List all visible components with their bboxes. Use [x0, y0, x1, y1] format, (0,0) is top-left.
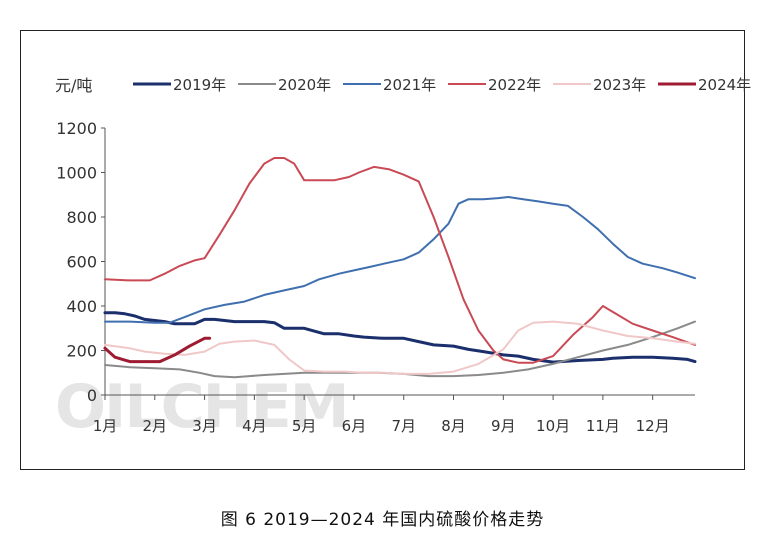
- y-tick-label: 1000: [56, 164, 97, 183]
- series-line-2019年: [103, 311, 697, 364]
- x-tick-label: 7月: [391, 417, 416, 435]
- legend: 2019年 2020年 2021年 2022年 2023年 2024年: [133, 76, 751, 94]
- series-line-2023年: [104, 320, 696, 375]
- legend-label: 2024年: [698, 76, 751, 94]
- x-tick-label: 11月: [586, 417, 620, 435]
- x-tick-label: 1月: [93, 417, 118, 435]
- y-tick-label: 600: [66, 253, 97, 272]
- legend-label: 2021年: [383, 76, 436, 94]
- chart-frame: [20, 30, 745, 470]
- x-tick-label: 3月: [192, 417, 217, 435]
- y-tick-label: 0: [87, 386, 97, 405]
- series-layer: [103, 157, 697, 379]
- legend-label: 2023年: [593, 76, 646, 94]
- y-axis-label: 元/吨: [55, 76, 92, 95]
- legend-label: 2020年: [278, 76, 331, 94]
- y-tick-label: 1200: [56, 119, 97, 138]
- series-line-2021年: [104, 196, 696, 324]
- x-tick-label: 10月: [536, 417, 570, 435]
- x-tick-label: 9月: [491, 417, 516, 435]
- y-tick-label: 800: [66, 208, 97, 227]
- x-tick-label: 8月: [441, 417, 466, 435]
- series-line-2020年: [104, 320, 696, 379]
- series-line-2024年: [103, 336, 212, 364]
- y-tick-label: 200: [66, 342, 97, 361]
- x-tick-label: 6月: [342, 417, 367, 435]
- legend-label: 2019年: [173, 76, 226, 94]
- watermark: OILCHEM: [55, 372, 348, 442]
- legend-label: 2022年: [488, 76, 541, 94]
- x-tick-label: 12月: [636, 417, 670, 435]
- x-tick-label: 4月: [242, 417, 267, 435]
- figure-caption: 图 6 2019—2024 年国内硫酸价格走势: [220, 510, 545, 530]
- axes: 0 200 400 600 800 1000 1200 1月 2月 3月 4月 5月 6月 7月 8月 9月 1…: [56, 119, 695, 435]
- x-tick-label: 5月: [292, 417, 317, 435]
- y-tick-label: 400: [66, 297, 97, 316]
- x-tick-label: 2月: [143, 417, 168, 435]
